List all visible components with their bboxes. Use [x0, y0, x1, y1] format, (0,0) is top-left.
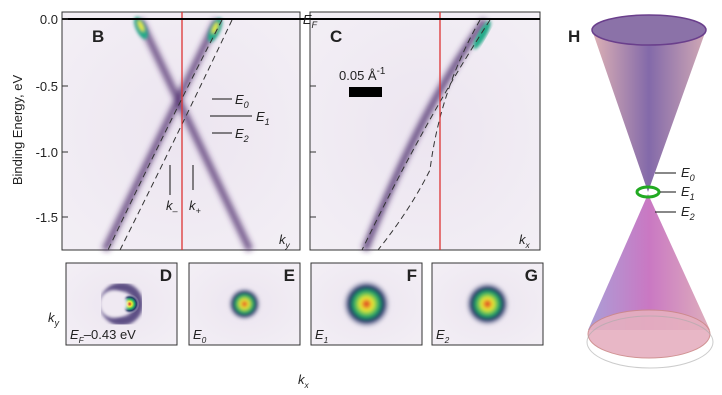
sub: y — [54, 318, 60, 328]
panel-label: D — [160, 266, 172, 285]
sup: -1 — [377, 66, 386, 77]
main: E — [235, 126, 244, 141]
sub: 2 — [243, 134, 249, 144]
energy-label: E0 — [235, 92, 249, 110]
sub: F — [312, 20, 318, 30]
cone — [586, 14, 714, 369]
sub: – — [172, 206, 179, 216]
main: E — [235, 92, 244, 107]
y-tick-label: -1.5 — [36, 210, 58, 225]
k-minus-label: k– — [166, 198, 179, 216]
main: k — [298, 372, 306, 387]
energy-label: E2 — [681, 204, 695, 222]
main: E — [303, 12, 312, 27]
energy-label: E0 — [681, 165, 695, 183]
panel-label: E — [284, 266, 295, 285]
y-tick-label: 0.0 — [40, 12, 58, 27]
kx-label: ky — [279, 232, 291, 250]
main: E — [193, 327, 202, 342]
panel-label: H — [568, 27, 580, 46]
sub: 2 — [444, 335, 450, 345]
main: k — [166, 198, 174, 213]
sub: 1 — [690, 192, 695, 202]
main: E — [681, 184, 690, 199]
sub: x — [525, 240, 531, 250]
blob — [341, 279, 392, 329]
blob — [227, 287, 262, 321]
sub: 1 — [265, 117, 270, 127]
scale-bar — [349, 87, 382, 97]
main: E — [681, 165, 690, 180]
y-axis-label: Binding Energy, eV — [10, 75, 25, 186]
fermi-label: EF — [303, 12, 318, 30]
kx-label: kx — [519, 232, 531, 250]
map-caption: EF–0.43 eV — [70, 327, 136, 345]
bands-b — [101, 18, 254, 252]
panel-label: G — [525, 266, 538, 285]
main: k — [189, 198, 197, 213]
map-caption: E2 — [436, 327, 450, 345]
cut — [99, 290, 128, 318]
y-tick-label: -0.5 — [36, 79, 58, 94]
main: k — [519, 232, 527, 247]
sub: y — [285, 240, 291, 250]
dashed-fit — [361, 19, 491, 251]
dashed-fit — [107, 19, 233, 251]
ky-label: ky — [48, 310, 60, 328]
main: k — [48, 310, 56, 325]
sub: x — [304, 380, 310, 390]
y-ticks — [62, 18, 316, 218]
energy-label: E1 — [681, 184, 695, 202]
sub: 1 — [324, 335, 329, 345]
energy-label: E2 — [235, 126, 249, 144]
map-caption: E0 — [193, 327, 207, 345]
map-caption: E1 — [315, 327, 328, 345]
main: E — [70, 327, 79, 342]
energy-label: E1 — [256, 109, 270, 127]
sub: F — [79, 335, 85, 345]
kx-label: kx — [298, 372, 310, 390]
hotspots-b — [134, 16, 223, 42]
scale-label: 0.05 Å-1 — [339, 66, 385, 83]
sub: 0 — [202, 335, 207, 345]
sub: 0 — [690, 173, 695, 183]
main: E — [315, 327, 324, 342]
main: k — [279, 232, 287, 247]
main: 0.05 Å — [339, 68, 377, 83]
sub: 2 — [689, 212, 695, 222]
panel-c-frame — [309, 11, 541, 251]
main: E — [256, 109, 265, 124]
panel-b-frame — [61, 11, 301, 251]
rest: –0.43 eV — [84, 327, 136, 342]
blob — [464, 281, 511, 327]
panel-label: B — [92, 27, 104, 46]
main: E — [681, 204, 690, 219]
main: E — [436, 327, 445, 342]
hotspot-c — [473, 21, 491, 49]
sub: + — [196, 206, 201, 216]
k-plus-label: k+ — [189, 198, 201, 216]
y-tick-label: -1.0 — [36, 145, 58, 160]
panel-label: C — [330, 27, 342, 46]
sub: 0 — [244, 100, 249, 110]
panel-label: F — [407, 266, 417, 285]
